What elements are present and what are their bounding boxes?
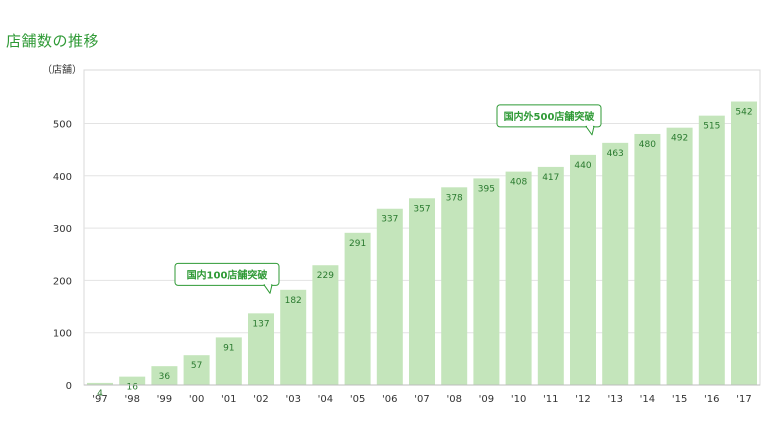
y-tick-label: 400 [53,172,72,183]
bar-value-label: 440 [574,161,591,171]
bar [344,232,371,385]
bar-value-label: 229 [317,271,334,281]
bar [409,198,435,385]
bar-value-label: 36 [159,372,171,382]
y-tick-label: 200 [53,276,72,287]
callout: 国内外500店舗突破 [496,104,602,136]
x-tick-label: '05 [350,394,365,405]
callout-box [496,104,602,128]
callout-label: 国内100店舗突破 [187,268,268,281]
bar [473,178,500,385]
chart-title: 店舗数の推移 [6,32,100,50]
x-tick-label: '09 [479,394,494,405]
bar [537,166,564,385]
bar-value-label: 4 [97,389,103,399]
bar-value-label: 357 [413,204,430,214]
x-tick-label: '13 [607,394,622,405]
x-tick-label: '10 [511,394,526,405]
bar-value-label: 16 [126,383,138,393]
x-tick-label: '01 [221,394,236,405]
bar-value-label: 408 [510,178,527,188]
bar [634,133,661,385]
x-tick-label: '16 [704,394,719,405]
bar-value-label: 91 [223,343,234,353]
bar [570,154,596,385]
y-tick-label: 100 [53,329,72,340]
y-tick-label: 500 [53,120,72,131]
bar-value-label: 137 [252,319,269,329]
bar [183,355,210,385]
callout-pointer [263,284,273,294]
bar [376,208,403,385]
bar [666,127,693,386]
x-tick-label: '08 [446,394,461,405]
callout-label: 国内外500店舗突破 [504,110,595,123]
x-tick-label: '07 [414,394,429,405]
bar-value-label: 378 [446,193,463,203]
bar-value-label: 337 [381,215,398,225]
x-tick-label: '17 [736,394,751,405]
x-tick-label: '06 [382,394,397,405]
bar-value-label: 57 [191,361,202,371]
bar [215,337,242,385]
bar [441,187,468,385]
y-unit-label: （店舗） [42,63,82,76]
bar-value-label: 417 [542,173,559,183]
x-tick-label: '00 [189,394,204,405]
bar [119,376,146,385]
bar [505,171,532,385]
bar [280,289,307,385]
bar-value-label: 395 [478,184,495,194]
x-tick-label: '97 [92,394,107,405]
bar [602,142,629,385]
x-tick-label: '12 [575,394,590,405]
callout-pointer [585,125,595,136]
bar [731,101,757,385]
bar [151,366,178,385]
callout: 国内100店舗突破 [174,262,280,294]
x-tick-label: '04 [318,394,333,405]
bar-value-label: 492 [671,134,688,144]
bar-value-label: 182 [285,296,302,306]
x-tick-label: '03 [285,394,300,405]
callout-box [174,262,280,286]
bar-value-label: 480 [639,140,656,150]
x-tick-label: '99 [157,394,172,405]
bar [698,115,725,385]
bar [248,313,274,385]
y-tick-label: 300 [53,224,72,235]
x-tick-label: '11 [543,394,558,405]
y-tick-label: 0 [66,381,72,392]
x-tick-label: '15 [672,394,687,405]
x-tick-label: '98 [124,394,139,405]
x-tick-label: '02 [253,394,268,405]
bar-value-label: 291 [349,239,366,249]
x-tick-label: '14 [640,394,655,405]
bar-value-label: 463 [607,149,624,159]
bar [87,382,113,385]
bar [312,265,339,385]
bar-value-label: 515 [703,122,720,132]
bar-value-label: 542 [735,108,752,118]
